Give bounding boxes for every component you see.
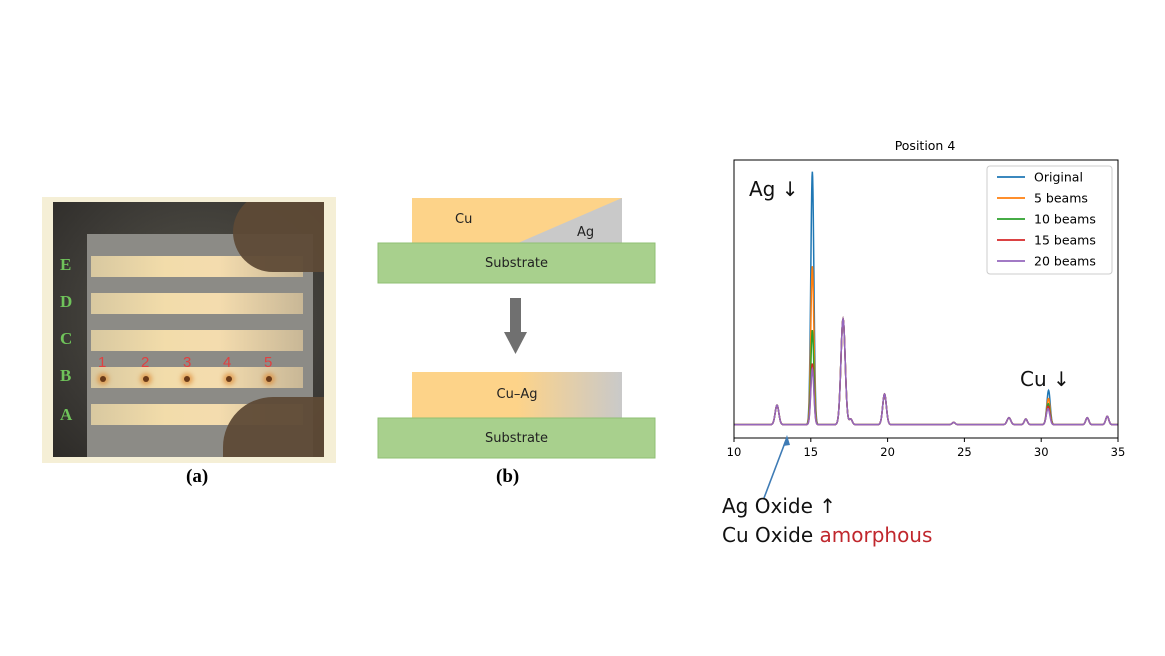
legend-items: Original 5 beams 10 beams 15 beams 20 beams (997, 170, 1096, 269)
x-tick-label: 35 (1111, 445, 1126, 459)
beam-spot-4 (226, 376, 232, 382)
cu-ag-label: Cu–Ag (496, 387, 538, 402)
chart-title: Position 4 (895, 138, 956, 153)
x-tick-label: 10 (727, 445, 742, 459)
deposition-schematic (377, 198, 656, 459)
beam-spot-2 (143, 376, 149, 382)
series-layer (734, 171, 1118, 426)
substrate-bottom (377, 417, 656, 459)
process-arrow-shaft (510, 298, 521, 332)
position-number-1: 1 (98, 354, 107, 371)
position-number-2: 2 (141, 354, 150, 371)
film-strip-c (91, 330, 303, 351)
series-line-5-beams (734, 266, 1118, 426)
cu-oxide-state: amorphous (819, 523, 933, 547)
cu-oxide-prefix: Cu Oxide (722, 523, 814, 547)
caption-b: (b) (496, 466, 520, 487)
ag-wedge (518, 198, 622, 243)
caption-a: (a) (186, 466, 209, 487)
cu-label: Cu (455, 212, 473, 227)
beam-spot-5 (266, 376, 272, 382)
legend-label: 20 beams (1034, 254, 1096, 269)
legend-label: Original (1034, 170, 1083, 185)
process-arrow-head (504, 332, 527, 354)
row-label-c: C (60, 329, 73, 348)
plot-frame (733, 159, 1119, 439)
oxide-pointer-line (763, 439, 787, 499)
position-number-3: 3 (183, 354, 192, 371)
ag-label: Ag (577, 225, 595, 240)
row-label-a: A (60, 405, 73, 424)
xrd-chart: Position 4 10 15 20 25 30 35 Original 5 beams 1… (727, 138, 1126, 459)
legend-label: 10 beams (1034, 212, 1096, 227)
oxide-pointer-head (783, 435, 790, 446)
series-line-20-beams (734, 316, 1118, 426)
cu-ag-layer (412, 372, 622, 418)
oxide-pointer-arrow (763, 435, 790, 499)
sample-photo: E D C B A 1 2 3 4 5 (53, 202, 324, 457)
row-label-b: B (60, 366, 72, 385)
legend-label: 15 beams (1034, 233, 1096, 248)
substrate-label-bottom: Substrate (484, 431, 549, 446)
legend-label: 5 beams (1034, 191, 1088, 206)
row-label-e: E (60, 255, 72, 274)
ag-oxide-annotation: Ag Oxide ↑ (722, 494, 836, 518)
film-strip-d (91, 293, 303, 314)
glove-top (233, 202, 324, 272)
x-tick-label: 15 (803, 445, 818, 459)
beam-spot-3 (184, 376, 190, 382)
legend-box (986, 165, 1113, 275)
substrate-top (377, 242, 656, 284)
substrate-label-top: Substrate (484, 256, 549, 271)
film-strip-b (91, 367, 303, 388)
cu-peak-annotation: Cu ↓ (1020, 367, 1070, 391)
beam-spot-1 (100, 376, 106, 382)
x-tick-label: 20 (880, 445, 895, 459)
row-label-d: D (60, 292, 73, 311)
position-number-4: 4 (223, 354, 232, 371)
x-tick-label: 30 (1034, 445, 1049, 459)
ag-peak-annotation: Ag ↓ (749, 177, 799, 201)
cu-oxide-annotation: Cu Oxide amorphous (722, 523, 932, 547)
legend: Original 5 beams 10 beams 15 beams 20 beams (986, 165, 1113, 275)
x-tick-label: 25 (957, 445, 972, 459)
position-number-5: 5 (264, 354, 273, 371)
x-axis: 10 15 20 25 30 35 (727, 438, 1126, 459)
